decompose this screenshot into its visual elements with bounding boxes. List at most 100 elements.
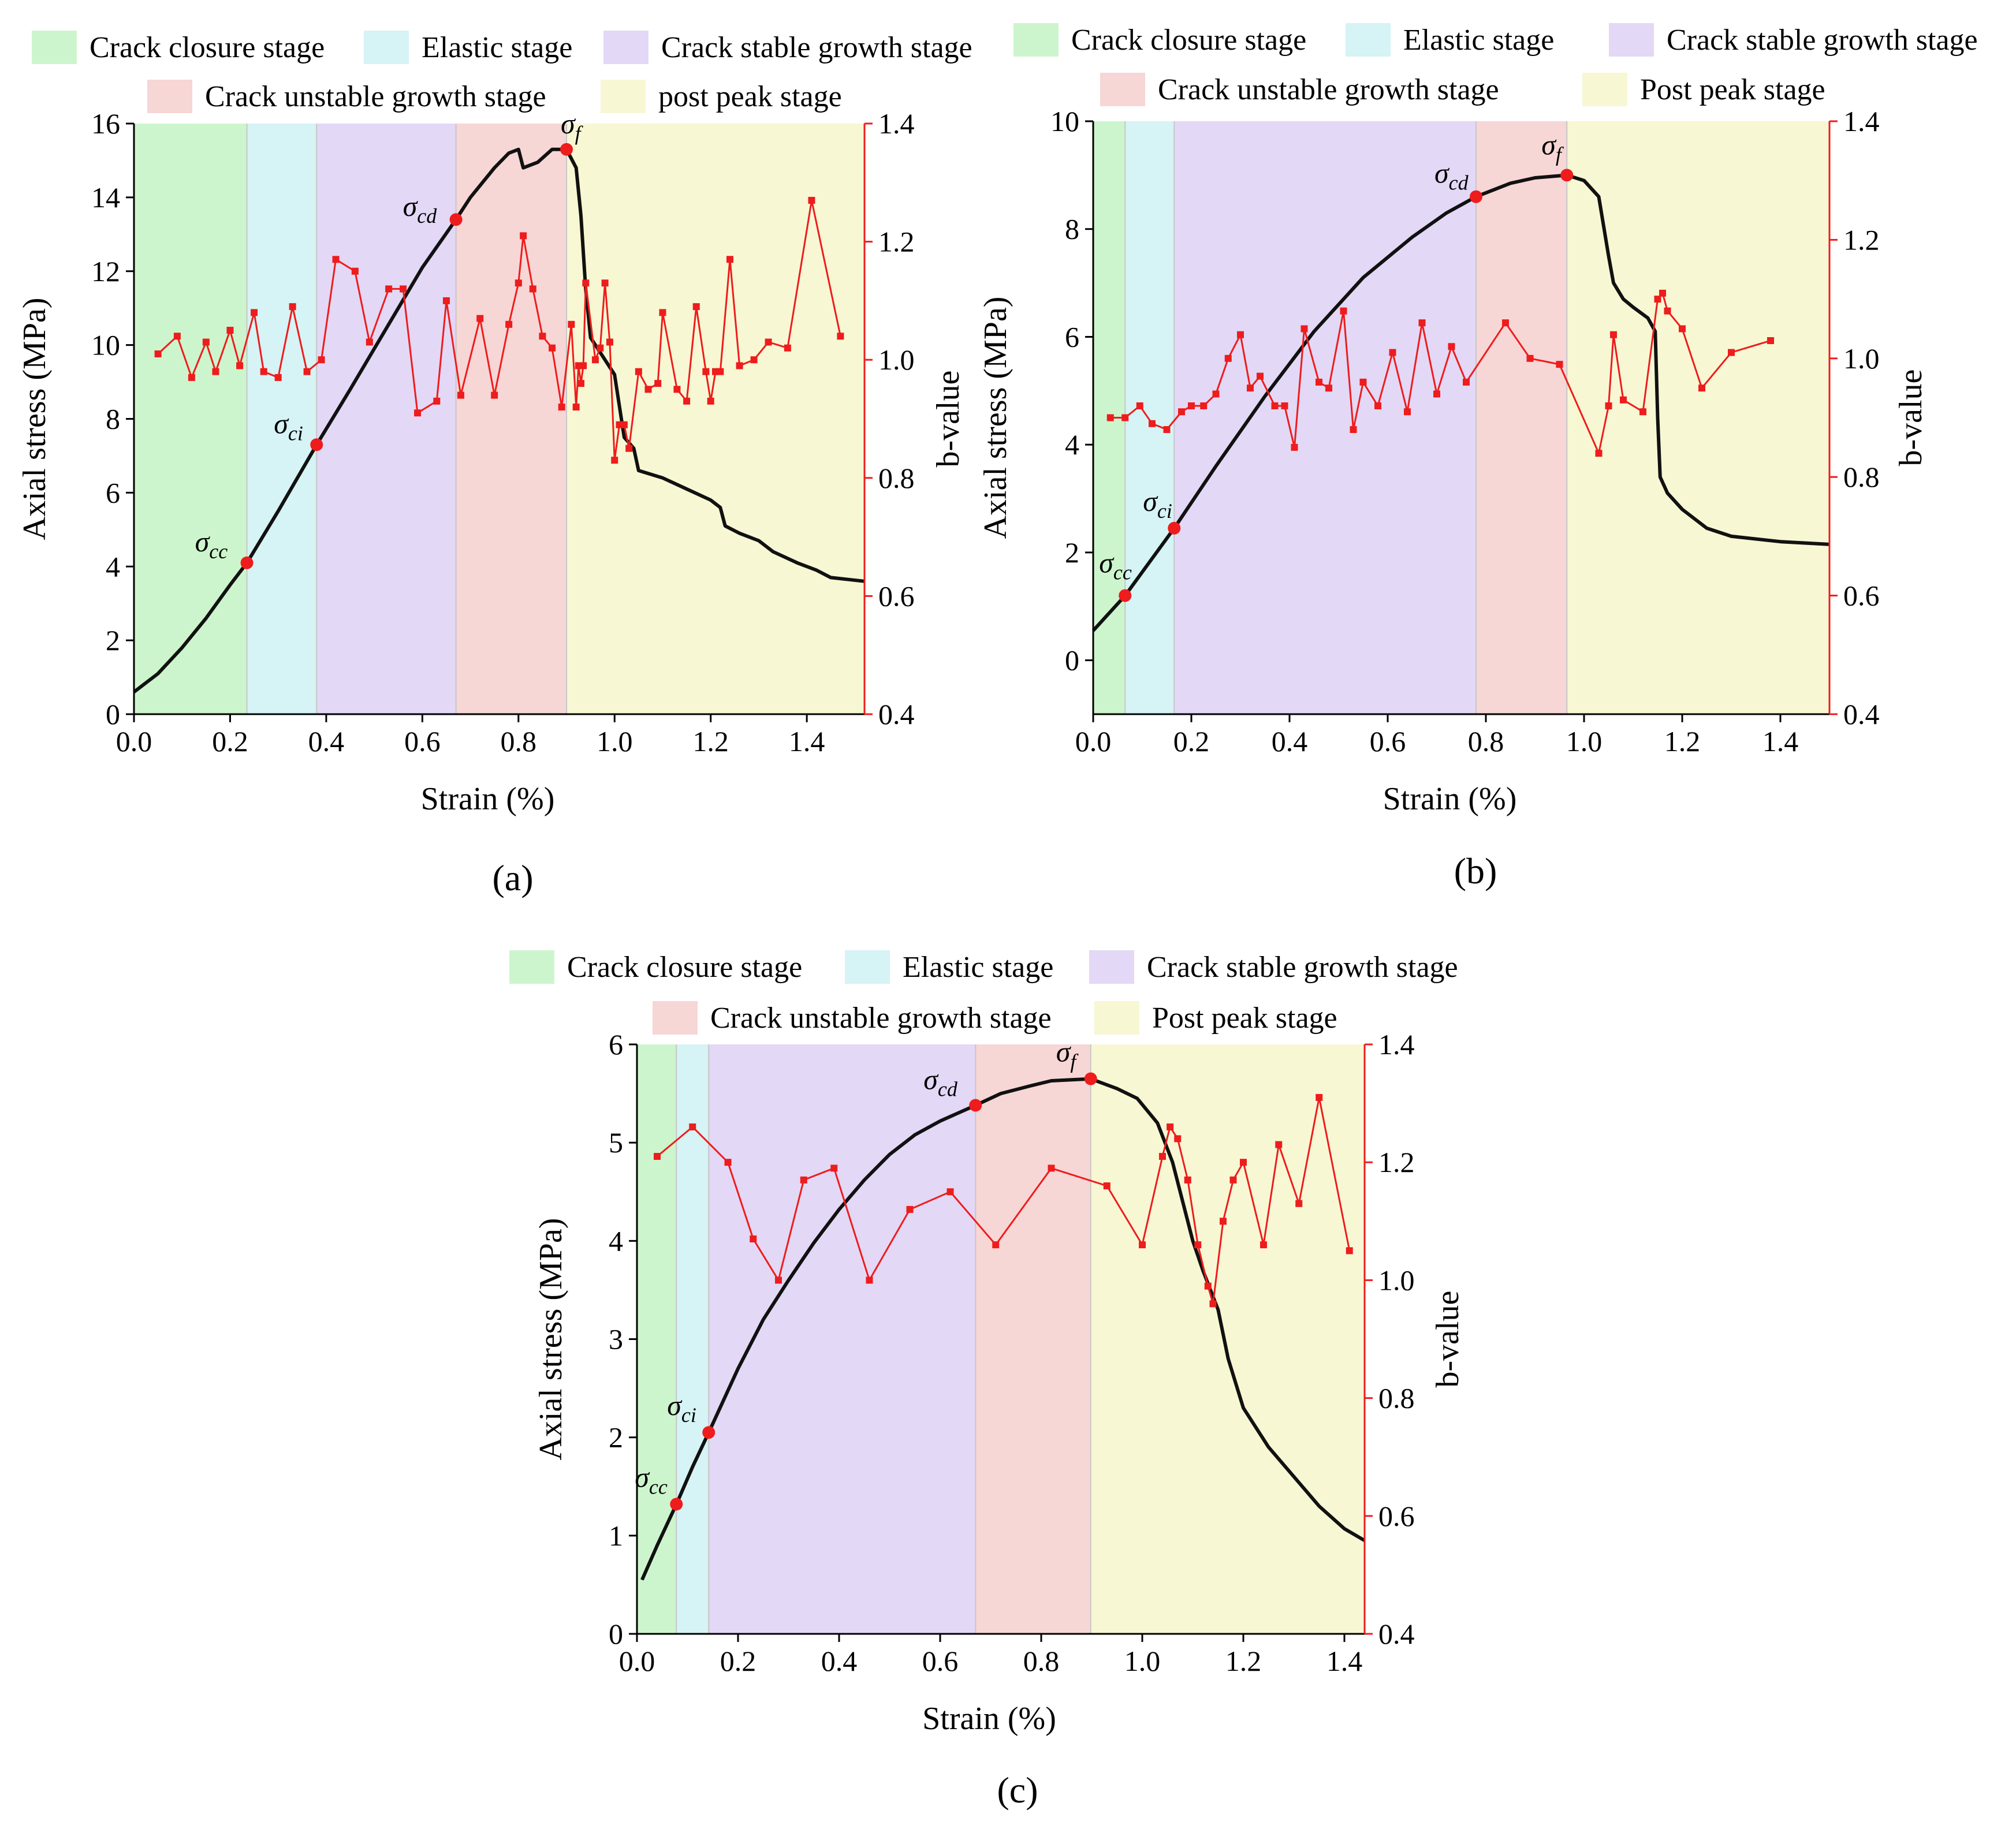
- chart-1-bvalue-point-11: [1247, 385, 1254, 392]
- chart-1-bvalue-point-9: [1224, 354, 1232, 362]
- chart-0-key-point-f: [560, 143, 573, 156]
- chart-1-legend-label-4: Post peak stage: [1640, 73, 1825, 106]
- chart-0-xtick-label-4: 0.8: [501, 725, 537, 757]
- chart-0-bvalue-point-39: [601, 279, 609, 287]
- chart-1-legend-swatch-1: [1346, 23, 1391, 57]
- chart-0-bvalue-point-44: [625, 445, 633, 452]
- chart-2-bvalue-point-18: [1194, 1241, 1202, 1249]
- chart-1-bvalue-point-0: [1106, 414, 1114, 421]
- chart-1-bvalue-point-39: [1664, 307, 1671, 315]
- chart-2-bvalue-point-27: [1316, 1093, 1323, 1101]
- chart-1-bvalue-point-7: [1200, 402, 1208, 409]
- chart-1-legend-swatch-4: [1582, 73, 1627, 106]
- chart-0-bvalue-point-36: [582, 279, 590, 287]
- chart-2-y2label: b-value: [1430, 1291, 1466, 1388]
- chart-2-stage-band-1: [676, 1044, 709, 1634]
- chart-0-bvalue-point-48: [659, 309, 666, 316]
- chart-2-ytick-label-5: 5: [609, 1126, 623, 1159]
- chart-0-bvalue-point-41: [611, 457, 618, 464]
- chart-0-bvalue-point-43: [620, 421, 628, 428]
- chart-0-legend-label-3: Crack unstable growth stage: [205, 80, 546, 113]
- chart-1-xtick-label-4: 0.8: [1468, 725, 1504, 757]
- chart-2-legend-label-3: Crack unstable growth stage: [710, 1002, 1052, 1035]
- chart-0-legend-label-2: Crack stable growth stage: [661, 31, 972, 64]
- chart-0-bvalue-point-17: [400, 285, 407, 293]
- chart-2-y2tick-label-3: 1.0: [1378, 1264, 1415, 1296]
- chart-1-bvalue-point-37: [1654, 296, 1661, 303]
- chart-2-legend-swatch-4: [1094, 1001, 1139, 1035]
- chart-1-bvalue-point-30: [1526, 354, 1534, 362]
- chart-1-caption: (b): [1454, 850, 1497, 891]
- chart-0-y2tick-label-2: 0.8: [878, 462, 915, 494]
- chart-0-bvalue-point-45: [635, 368, 642, 375]
- chart-1-bvalue-point-32: [1595, 450, 1603, 457]
- chart-1-bvalue-point-13: [1271, 402, 1279, 409]
- chart-0-ytick-label-2: 4: [106, 550, 120, 583]
- chart-2-stage-band-3: [975, 1044, 1091, 1634]
- chart-2-legend-swatch-0: [509, 950, 554, 984]
- chart-0-ytick-label-4: 8: [106, 403, 120, 435]
- chart-2-bvalue-point-7: [866, 1276, 873, 1284]
- chart-2-bvalue-point-4: [775, 1276, 782, 1284]
- chart-0-bvalue-point-1: [173, 333, 181, 340]
- chart-1-bvalue-point-24: [1404, 408, 1411, 416]
- chart-0-stage-band-2: [316, 124, 456, 714]
- chart-0-bvalue-point-27: [529, 285, 536, 293]
- chart-1-legend-swatch-2: [1609, 23, 1654, 57]
- chart-0-xtick-label-7: 1.4: [789, 725, 825, 757]
- chart-1-xtick-label-2: 0.4: [1272, 725, 1308, 757]
- chart-0-bvalue-point-56: [726, 256, 733, 263]
- chart-2-ytick-label-4: 4: [609, 1225, 623, 1257]
- chart-2-bvalue-point-21: [1220, 1218, 1227, 1225]
- chart-2-ytick-label-6: 6: [609, 1028, 623, 1061]
- chart-0-y2label: b-value: [930, 371, 966, 468]
- chart-2-key-point-cc: [670, 1498, 683, 1511]
- chart-0-bvalue-point-52: [702, 368, 710, 375]
- chart-0-bvalue-point-0: [154, 350, 162, 357]
- chart-0-bvalue-point-58: [750, 356, 758, 364]
- chart-0-bvalue-point-6: [236, 362, 244, 369]
- chart-1-bvalue-point-31: [1556, 361, 1563, 368]
- chart-1-bvalue-point-6: [1188, 402, 1195, 409]
- chart-1-bvalue-point-33: [1605, 402, 1612, 409]
- chart-0-y2tick-label-3: 1.0: [878, 344, 915, 376]
- chart-2-bvalue-point-3: [750, 1235, 757, 1242]
- chart-0-bvalue-point-9: [274, 374, 282, 381]
- chart-2-legend-swatch-1: [845, 950, 890, 984]
- chart-0-bvalue-point-4: [212, 368, 219, 375]
- chart-2-key-label-f: σf: [1056, 1036, 1079, 1073]
- chart-2-ylabel: Axial stress (MPa): [533, 1218, 569, 1461]
- chart-1-y2tick-label-1: 0.6: [1843, 580, 1880, 612]
- chart-0-legend-label-4: post peak stage: [658, 80, 842, 113]
- chart-0-bvalue-point-19: [433, 397, 441, 405]
- chart-2-stage-band-4: [1090, 1044, 1365, 1634]
- chart-0-bvalue-point-16: [385, 285, 393, 293]
- chart-1-xtick-label-6: 1.2: [1664, 725, 1701, 757]
- chart-0-ytick-label-7: 14: [91, 181, 120, 214]
- chart-0-key-point-ci: [310, 438, 323, 451]
- chart-0-bvalue-point-7: [251, 309, 258, 316]
- chart-2-key-point-ci: [702, 1426, 716, 1439]
- chart-0-key-point-cd: [449, 213, 463, 226]
- chart-0-bvalue-point-32: [572, 404, 580, 411]
- chart-2-bvalue-point-19: [1204, 1282, 1212, 1290]
- chart-2-xtick-label-2: 0.4: [821, 1645, 858, 1677]
- chart-1-bvalue-point-20: [1350, 426, 1357, 434]
- chart-1-y2tick-label-4: 1.2: [1843, 223, 1880, 256]
- chart-2-y2tick-label-2: 0.8: [1378, 1382, 1415, 1414]
- chart-0-bvalue-point-34: [577, 380, 584, 387]
- chart-0-bvalue-point-37: [591, 356, 599, 364]
- chart-0-bvalue-point-20: [442, 297, 450, 304]
- chart-2-bvalue-point-26: [1295, 1200, 1303, 1207]
- chart-0-ytick-label-8: 16: [91, 107, 120, 140]
- chart-2-bvalue-point-15: [1167, 1123, 1174, 1130]
- chart-1-ytick-label-5: 10: [1050, 105, 1079, 137]
- chart-0-ytick-label-1: 2: [106, 624, 120, 656]
- chart-0-legend-swatch-3: [147, 80, 192, 113]
- chart-0-bvalue-point-46: [644, 386, 652, 393]
- chart-0-stress-curve: [133, 147, 865, 693]
- chart-0-bvalue-point-31: [568, 320, 575, 328]
- chart-0-bvalue-point-15: [366, 338, 373, 346]
